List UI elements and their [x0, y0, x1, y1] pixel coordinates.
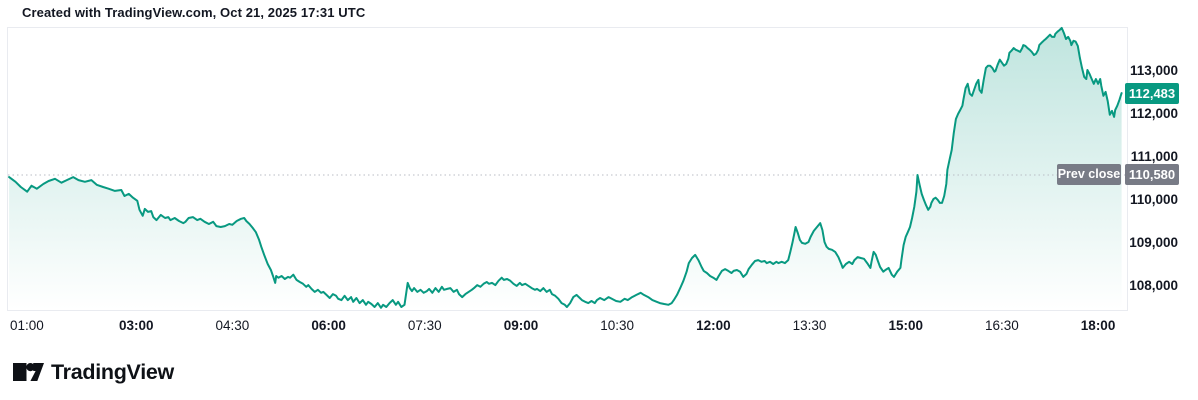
prev-close-label-badge: Prev close [1057, 164, 1121, 186]
x-axis-label: 07:30 [407, 318, 442, 333]
x-axis-label: 18:00 [1080, 318, 1116, 333]
attribution-text: Created with TradingView.com, Oct 21, 20… [22, 5, 366, 20]
x-axis-label: 15:00 [888, 318, 923, 333]
x-axis-label: 16:30 [984, 318, 1019, 333]
area-fill [9, 27, 1122, 311]
x-axis-label: 06:00 [311, 318, 346, 333]
prev-close-value-badge: 110,580 [1125, 164, 1179, 186]
y-axis-label: 110,000 [1129, 191, 1178, 207]
price-line [8, 26, 1123, 309]
y-axis-label: 108,000 [1129, 277, 1178, 293]
x-axis-label: 01:00 [10, 318, 44, 333]
y-axis-label: 112,000 [1129, 105, 1178, 121]
x-axis-label: 04:30 [215, 318, 250, 333]
tradingview-logo-text: TradingView [51, 360, 174, 384]
tradingview-logo-icon [13, 363, 44, 381]
x-axis-label: 03:00 [118, 318, 154, 333]
last-price-badge: 112,483 [1125, 82, 1179, 104]
x-axis-label: 10:30 [600, 318, 635, 333]
tradingview-logo: TradingView [13, 361, 174, 383]
x-axis-label: 09:00 [503, 318, 539, 333]
x-axis-label: 12:00 [696, 318, 731, 333]
y-axis-label: 113,000 [1129, 62, 1178, 78]
y-axis-label: 111,000 [1130, 148, 1178, 164]
y-axis-label: 109,000 [1129, 234, 1178, 250]
x-axis-label: 13:30 [792, 318, 827, 333]
